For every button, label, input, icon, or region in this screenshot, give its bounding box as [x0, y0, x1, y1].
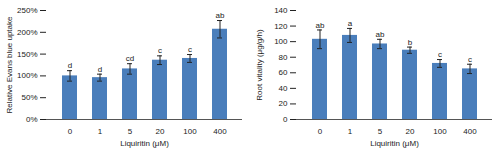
svg-text:5: 5 — [128, 127, 133, 136]
svg-text:0%: 0% — [26, 115, 38, 124]
svg-text:c: c — [158, 46, 162, 55]
svg-text:a: a — [348, 19, 353, 28]
svg-text:100%: 100% — [17, 71, 37, 80]
svg-text:ab: ab — [376, 30, 385, 39]
svg-text:Liquiritin (μM): Liquiritin (μM) — [120, 139, 169, 148]
svg-text:5: 5 — [378, 127, 383, 136]
svg-text:140: 140 — [274, 6, 288, 15]
svg-text:1: 1 — [348, 127, 353, 136]
svg-text:Root vitality (μg/g/h): Root vitality (μg/g/h) — [255, 29, 264, 101]
svg-text:20: 20 — [406, 127, 415, 136]
svg-text:120: 120 — [274, 22, 288, 31]
svg-text:200%: 200% — [17, 28, 37, 37]
svg-text:0: 0 — [318, 127, 323, 136]
svg-text:d: d — [98, 65, 102, 74]
svg-text:1: 1 — [98, 127, 103, 136]
svg-text:400: 400 — [213, 127, 227, 136]
svg-text:0: 0 — [68, 127, 73, 136]
svg-text:250%: 250% — [17, 6, 37, 15]
svg-text:20: 20 — [279, 99, 288, 108]
svg-text:150%: 150% — [17, 50, 37, 59]
svg-text:ab: ab — [216, 11, 225, 20]
svg-text:d: d — [68, 61, 72, 70]
svg-text:ab: ab — [316, 21, 325, 30]
svg-text:Liquiritin (μM): Liquiritin (μM) — [370, 139, 419, 148]
svg-text:Relative Evans blue uptake: Relative Evans blue uptake — [5, 16, 14, 114]
svg-text:100: 100 — [433, 127, 447, 136]
svg-text:100: 100 — [183, 127, 197, 136]
svg-text:400: 400 — [463, 127, 477, 136]
svg-text:cd: cd — [126, 54, 134, 63]
svg-text:40: 40 — [279, 84, 288, 93]
svg-text:50%: 50% — [21, 93, 37, 102]
svg-text:c: c — [188, 45, 192, 54]
svg-text:c: c — [438, 50, 442, 59]
svg-text:100: 100 — [274, 37, 288, 46]
svg-text:60: 60 — [279, 68, 288, 77]
svg-text:80: 80 — [279, 53, 288, 62]
svg-text:20: 20 — [156, 127, 165, 136]
svg-text:b: b — [408, 38, 413, 47]
svg-text:0: 0 — [283, 115, 288, 124]
svg-text:c: c — [468, 55, 472, 64]
